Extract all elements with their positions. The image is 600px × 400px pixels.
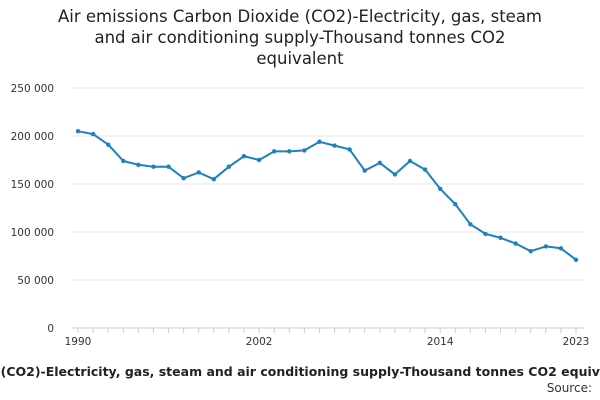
data-point[interactable] [302, 148, 307, 153]
y-tick-label: 200 000 [11, 131, 54, 143]
data-point[interactable] [90, 131, 96, 137]
y-tick-label: 0 [47, 323, 54, 335]
data-point[interactable] [181, 176, 186, 181]
x-tick-label: 2002 [246, 336, 273, 348]
data-point[interactable] [332, 143, 337, 148]
data-point[interactable] [468, 222, 473, 227]
data-point[interactable] [121, 158, 126, 164]
x-tick-label: 2023 [563, 336, 590, 348]
data-point[interactable] [392, 172, 398, 177]
legend-entry: Air emissions Carbon Dioxide (CO2)-Elect… [0, 364, 600, 379]
gridlines [72, 87, 584, 329]
data-point[interactable] [256, 157, 262, 163]
data-point[interactable] [453, 201, 458, 207]
data-point[interactable] [528, 249, 533, 254]
data-point[interactable] [483, 231, 488, 237]
data-point[interactable] [75, 129, 81, 134]
series-line [77, 130, 577, 261]
data-point[interactable] [362, 168, 367, 173]
data-point[interactable] [377, 160, 383, 166]
data-point[interactable] [513, 241, 518, 246]
chart-title-line-1: Air emissions Carbon Dioxide (CO2)-Elect… [57, 7, 543, 26]
data-point[interactable] [437, 186, 443, 191]
data-point[interactable] [407, 158, 413, 164]
data-point[interactable] [211, 177, 217, 182]
data-point[interactable] [498, 235, 503, 240]
y-tick-label: 100 000 [11, 227, 54, 239]
data-point[interactable] [151, 164, 156, 169]
chart-title-line-3: equivalent [256, 49, 344, 68]
data-point[interactable] [241, 153, 247, 159]
data-point[interactable] [136, 162, 141, 167]
legend: Air emissions Carbon Dioxide (CO2)-Elect… [0, 362, 600, 380]
y-axis: 0 50 000 100 000 150 000 200 000 250 000 [11, 83, 54, 335]
data-point[interactable] [317, 139, 322, 144]
x-tick-label: 2014 [427, 336, 454, 348]
data-point[interactable] [105, 142, 111, 147]
y-tick-label: 250 000 [11, 83, 54, 95]
y-tick-label: 150 000 [11, 179, 54, 191]
series-layer [75, 129, 579, 263]
data-point[interactable] [271, 149, 277, 154]
data-point[interactable] [196, 170, 201, 175]
data-point[interactable] [558, 246, 564, 251]
chart-title: Air emissions Carbon Dioxide (CO2)-Elect… [0, 6, 600, 69]
data-point[interactable] [287, 149, 292, 154]
chart-title-line-2: and air conditioning supply-Thousand ton… [94, 28, 506, 47]
y-tick-label: 50 000 [17, 275, 54, 287]
source-label: Source: [546, 381, 592, 395]
data-point[interactable] [347, 147, 352, 152]
data-point[interactable] [543, 244, 549, 249]
x-tick-label: 1990 [65, 336, 92, 348]
data-point[interactable] [226, 164, 232, 169]
data-point[interactable] [166, 164, 171, 169]
x-axis: 1990 2002 2014 2023 [65, 327, 590, 348]
data-point[interactable] [422, 167, 428, 172]
data-point[interactable] [573, 257, 579, 263]
